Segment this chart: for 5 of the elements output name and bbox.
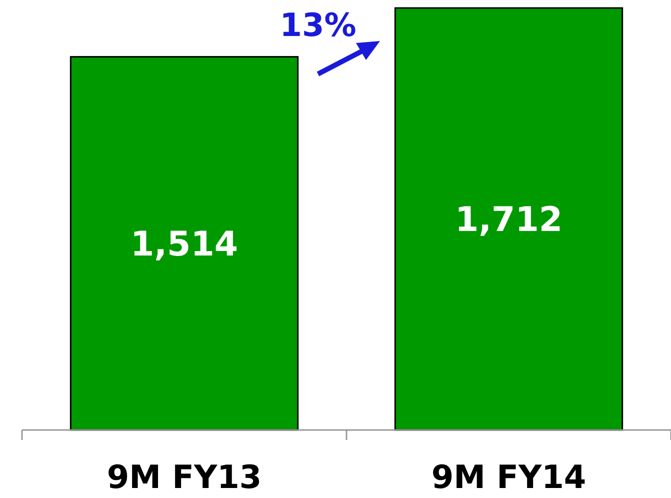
data-label: 1,712 [454, 200, 563, 240]
data-label: 1,514 [130, 224, 238, 264]
x-tick-label: 9M FY14 [431, 458, 586, 496]
x-tick-label: 9M FY13 [106, 458, 262, 496]
annotation: 13% [280, 6, 356, 44]
